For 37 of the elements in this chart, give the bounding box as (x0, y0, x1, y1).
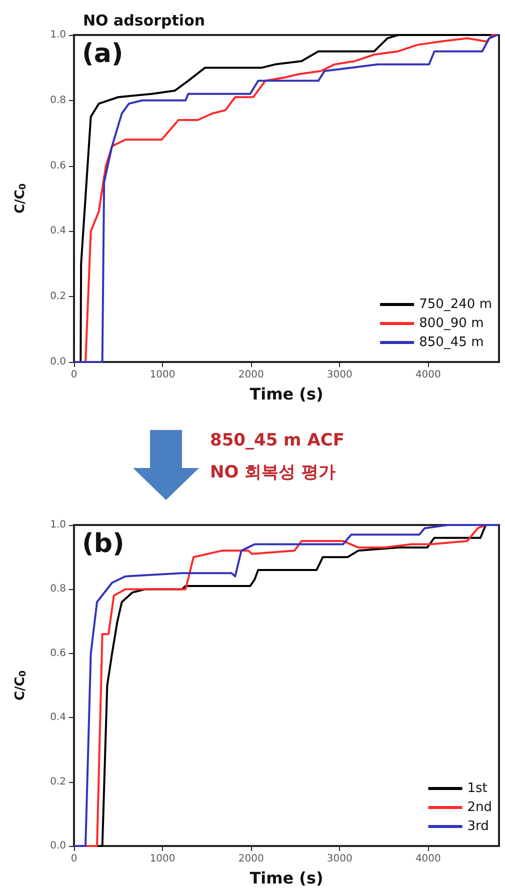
x-axis-title: Time (s) (250, 868, 324, 888)
y-tick-label: 0.8 (50, 584, 66, 595)
x-axis-title: Time (s) (250, 384, 324, 404)
y-axis-title: C/C0 (13, 183, 28, 214)
y-tick-label: 0.0 (50, 356, 66, 368)
text: 850_45 m ACF (210, 430, 344, 450)
y-tick-label: 0.2 (50, 291, 66, 302)
legend-label: 2nd (467, 800, 492, 815)
legend-label: 750_240 m (419, 297, 492, 312)
x-tick-label: 0 (70, 854, 78, 864)
x-tick-label: 1000 (150, 370, 176, 380)
legend-label: 800_90 m (419, 316, 484, 331)
x-tick-label: 3000 (326, 854, 352, 864)
x-tick-label: 2000 (238, 854, 264, 864)
y-tick-label: 1.0 (50, 30, 66, 40)
legend-label: 1st (467, 781, 488, 796)
legend-label: 850_45 m (419, 335, 484, 350)
chart-title: NO adsorption (83, 12, 206, 30)
y-tick-label: 0.0 (50, 840, 66, 852)
y-tick-label: 0.6 (50, 648, 66, 659)
x-tick-label: 4000 (415, 854, 441, 864)
x-tick-label: 1000 (150, 854, 176, 864)
legend-label: 3rd (467, 819, 489, 834)
y-axis-title: C/C0 (13, 670, 28, 701)
y-tick-label: 0.2 (50, 776, 66, 788)
x-tick-label: 3000 (326, 370, 352, 380)
y-tick-label: 1.0 (50, 520, 66, 530)
x-tick-label: 2000 (238, 370, 264, 380)
y-tick-label: 0.4 (50, 712, 66, 724)
y-tick-label: 0.8 (50, 94, 66, 106)
y-tick-label: 0.4 (50, 226, 66, 237)
x-tick-label: 4000 (415, 370, 441, 380)
text: NO 회복성 평가 (210, 462, 336, 482)
annotation: (a) (82, 39, 124, 69)
y-tick-label: 0.6 (50, 160, 66, 172)
x-tick-label: 0 (70, 370, 78, 380)
annotation: (b) (82, 529, 124, 559)
